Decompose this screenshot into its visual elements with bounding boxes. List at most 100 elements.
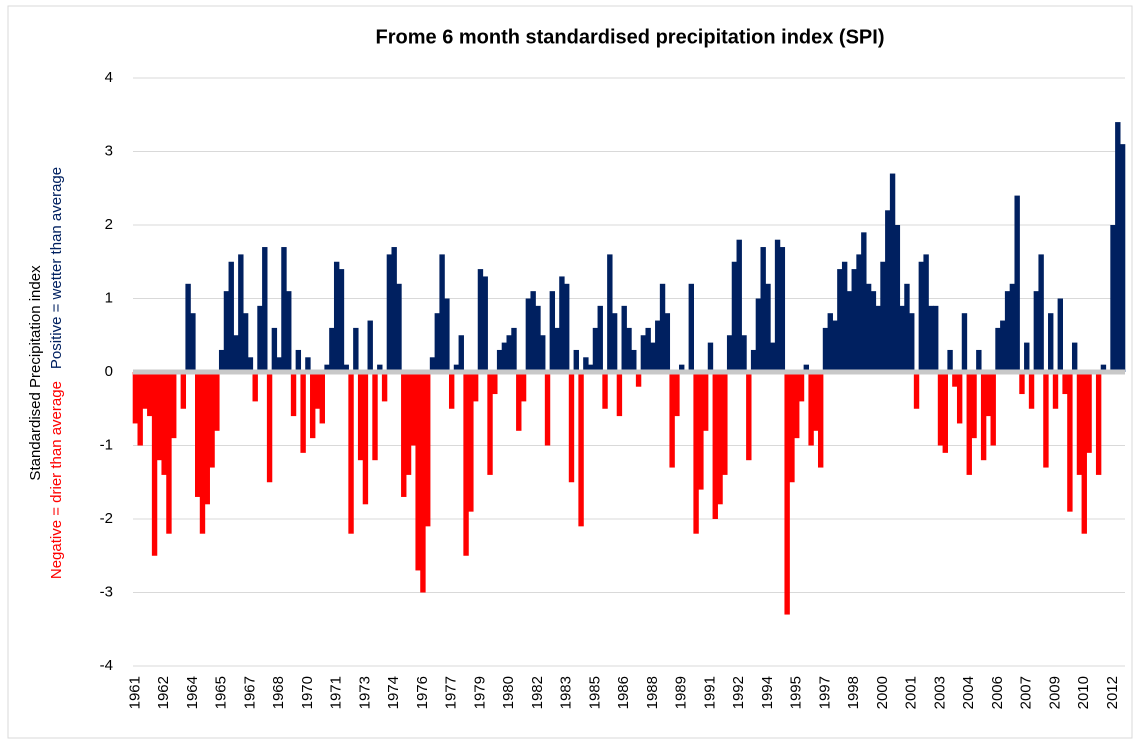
bar [597, 305, 603, 372]
bar [329, 327, 335, 372]
x-tick-label: 1965 [213, 676, 230, 709]
bar [587, 364, 594, 372]
bar [784, 372, 790, 615]
bar [616, 372, 623, 417]
bar [1014, 195, 1020, 372]
bar [952, 372, 958, 387]
bar [324, 364, 330, 372]
bar [372, 372, 378, 461]
bar [472, 372, 479, 402]
bar [444, 298, 450, 372]
bar [410, 372, 417, 446]
bar [166, 372, 172, 534]
bar [1009, 283, 1016, 372]
bar [928, 305, 934, 372]
bar [463, 372, 469, 556]
bar [286, 291, 292, 372]
chart-title: Frome 6 month standardised precipitation… [376, 26, 885, 48]
x-tick-label: 2009 [1046, 676, 1063, 709]
bar [564, 283, 570, 372]
bar [933, 305, 939, 372]
y-tick-label: 3 [105, 142, 113, 159]
bar [717, 372, 723, 505]
bar [1019, 372, 1025, 395]
bar [980, 372, 987, 461]
bar [1086, 372, 1092, 453]
y-label-positive: Positive = wetter than average [48, 167, 65, 369]
bar [1048, 313, 1054, 372]
bar [659, 283, 666, 372]
bar [909, 313, 915, 372]
bar [746, 372, 752, 461]
bar [937, 372, 944, 446]
bar [262, 247, 268, 372]
bar [415, 372, 421, 571]
bar [401, 372, 407, 497]
bar [468, 372, 474, 512]
bar [707, 342, 714, 372]
bar [1119, 144, 1126, 372]
x-tick-label: 1985 [586, 676, 603, 709]
bar [367, 320, 373, 372]
bar [578, 372, 584, 527]
bar [333, 261, 340, 372]
bar [156, 372, 163, 461]
bar [583, 357, 589, 372]
bar [185, 283, 191, 372]
x-tick-label: 1976 [414, 676, 431, 709]
bar [885, 210, 891, 372]
bar [592, 327, 599, 372]
bar [194, 372, 201, 497]
bar [1024, 342, 1030, 372]
bar [506, 335, 512, 372]
bar [640, 335, 647, 372]
bar [798, 372, 805, 402]
bar [789, 372, 795, 483]
bar [880, 261, 886, 372]
bar [894, 225, 901, 372]
bar [961, 313, 968, 372]
bar [837, 269, 843, 372]
bar [832, 320, 838, 372]
bar [669, 372, 675, 468]
bar [381, 372, 388, 402]
bar [204, 372, 210, 505]
x-tick-label: 2004 [960, 676, 977, 709]
bar [305, 357, 311, 372]
bar [530, 291, 536, 372]
x-tick-label: 1973 [356, 676, 373, 709]
y-tick-label: 1 [105, 289, 113, 306]
bar [635, 372, 642, 387]
bar [132, 372, 139, 424]
bar [151, 372, 158, 556]
bar [425, 372, 431, 527]
bar [817, 372, 824, 468]
bar [161, 372, 167, 475]
x-tick-label: 1982 [529, 676, 546, 709]
bar [357, 372, 364, 461]
bar [1004, 291, 1011, 372]
bar [396, 283, 402, 372]
bar [535, 305, 541, 372]
bar [750, 349, 757, 372]
bar [861, 232, 867, 372]
bar [554, 327, 560, 372]
bar [252, 372, 258, 402]
bar [645, 327, 651, 372]
bar [976, 349, 982, 372]
y-axis-label: Standardised Precipitation index [27, 265, 44, 481]
x-tick-label: 1970 [299, 676, 316, 709]
x-tick-label: 1964 [184, 676, 201, 709]
bar [147, 372, 153, 417]
bar [679, 364, 685, 372]
bar [487, 372, 493, 475]
bar [779, 247, 786, 372]
bar [314, 372, 321, 409]
x-tick-label: 2000 [874, 676, 891, 709]
bar [520, 372, 527, 402]
bar [348, 372, 354, 534]
x-tick-label: 1986 [615, 676, 632, 709]
bar [362, 372, 369, 505]
bar [813, 372, 819, 431]
